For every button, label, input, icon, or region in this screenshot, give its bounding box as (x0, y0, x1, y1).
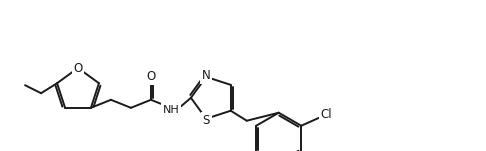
Text: Cl: Cl (320, 108, 332, 121)
Text: N: N (202, 69, 210, 82)
Text: O: O (146, 70, 156, 83)
Text: NH: NH (162, 105, 179, 115)
Text: O: O (73, 61, 83, 74)
Text: S: S (203, 114, 210, 127)
